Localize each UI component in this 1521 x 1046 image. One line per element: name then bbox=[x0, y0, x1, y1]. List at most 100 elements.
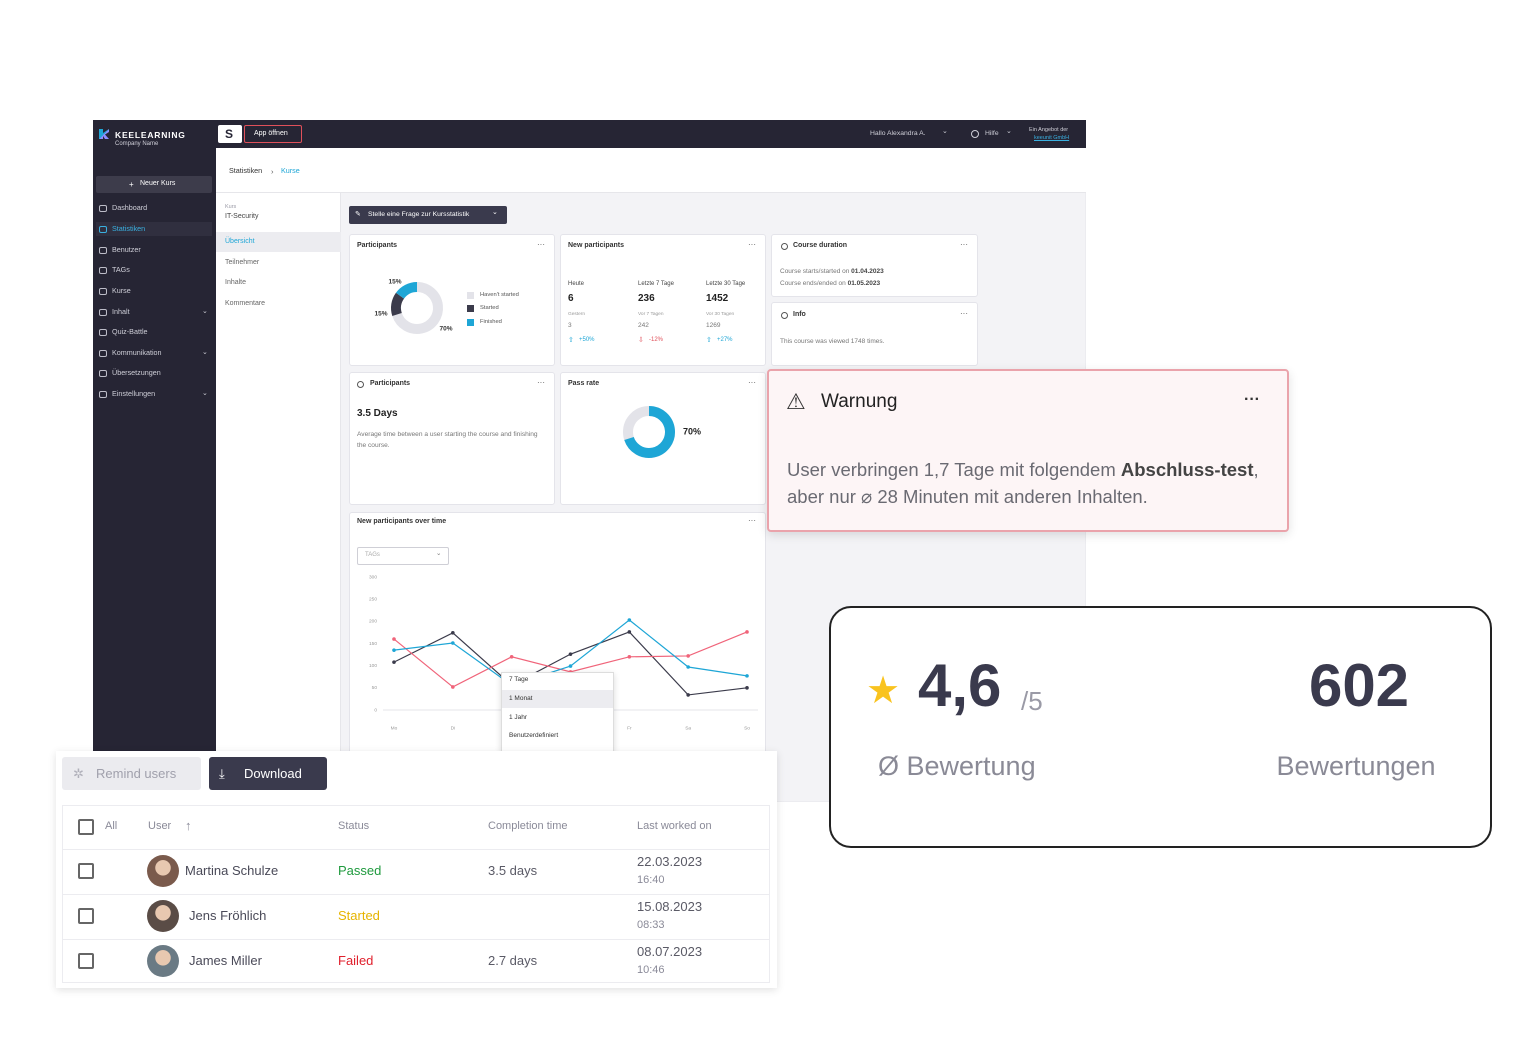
warning-icon: ⚠ bbox=[786, 388, 806, 414]
stat-value: 236 bbox=[638, 293, 655, 304]
user-name[interactable]: Martina Schulze bbox=[185, 863, 279, 879]
info-icon bbox=[781, 311, 788, 319]
warning-text-bold: Abschluss-test bbox=[1120, 459, 1254, 480]
nav-item[interactable]: TAGs bbox=[112, 264, 130, 274]
brand-name: KEELEARNING bbox=[115, 129, 186, 140]
course-label: Kurs bbox=[225, 203, 237, 210]
checkbox[interactable] bbox=[78, 953, 94, 969]
course-nav-item[interactable]: Inhalte bbox=[225, 279, 247, 287]
user-name[interactable]: Jens Fröhlich bbox=[189, 908, 267, 924]
stat-change-icon: ⇩ bbox=[638, 336, 644, 344]
nav-chevron: ⌄ bbox=[202, 389, 208, 397]
card bbox=[771, 234, 978, 297]
remind-button[interactable] bbox=[62, 757, 201, 790]
download-button[interactable] bbox=[209, 757, 327, 790]
plus-icon: + bbox=[129, 179, 134, 189]
offer-line1: Ein Angebot der bbox=[1029, 126, 1069, 133]
nav-item[interactable]: Kommunikation bbox=[112, 347, 162, 357]
card bbox=[560, 234, 766, 366]
table-header[interactable]: User bbox=[148, 820, 172, 833]
nav-item[interactable]: Quiz-Battle bbox=[112, 326, 148, 336]
app-open-button[interactable] bbox=[244, 125, 302, 143]
duration-line: Course starts/started on 01.04.2023 bbox=[780, 268, 884, 276]
breadcrumb-sep: › bbox=[271, 166, 274, 176]
card-menu[interactable]: ··· bbox=[748, 240, 756, 250]
card-menu[interactable]: ··· bbox=[537, 240, 545, 250]
user-name[interactable]: James Miller bbox=[189, 953, 262, 969]
legend-swatch bbox=[467, 318, 474, 326]
card-title: New participants over time bbox=[357, 517, 447, 525]
chart-filter-chevron: ⌄ bbox=[436, 550, 442, 558]
info-text: This course was viewed 1748 times. bbox=[780, 338, 885, 346]
checkbox[interactable] bbox=[78, 863, 94, 879]
offer-line2[interactable]: keeunit GmbH bbox=[1034, 134, 1070, 141]
new-course-label[interactable]: Neuer Kurs bbox=[140, 180, 176, 188]
nav-item[interactable]: Kurse bbox=[112, 285, 131, 295]
range-option[interactable]: Benutzerdefiniert bbox=[509, 732, 559, 740]
card bbox=[560, 372, 766, 505]
range-option[interactable]: 1 Monat bbox=[509, 694, 533, 702]
stat-label: Heute bbox=[568, 281, 585, 288]
avg-text: Average time between a user starting the… bbox=[357, 431, 538, 449]
card-menu[interactable]: ··· bbox=[960, 240, 968, 250]
card-menu[interactable]: ··· bbox=[537, 378, 545, 388]
remind-icon: ✲ bbox=[73, 765, 84, 781]
course-nav-item[interactable]: Teilnehmer bbox=[225, 258, 260, 266]
nav-item[interactable]: Benutzer bbox=[112, 244, 141, 254]
warning-menu[interactable]: ··· bbox=[1244, 391, 1260, 409]
ask-button[interactable] bbox=[349, 206, 507, 224]
checkbox[interactable] bbox=[78, 908, 94, 924]
breadcrumb-item[interactable]: Statistiken bbox=[229, 165, 263, 175]
nav-item[interactable]: Dashboard bbox=[112, 202, 148, 212]
greeting-chevron: ⌄ bbox=[942, 127, 948, 135]
card bbox=[349, 234, 555, 366]
nav-icon bbox=[99, 266, 107, 274]
course-nav-item[interactable]: Kommentare bbox=[225, 299, 266, 307]
stat-change: +50% bbox=[579, 337, 595, 344]
rating-value: 4,6 bbox=[918, 652, 1002, 719]
stat-label: Letzte 30 Tage bbox=[706, 281, 746, 288]
last-date: 08.07.2023 bbox=[637, 944, 703, 960]
nav-item[interactable]: Übersetzungen bbox=[112, 367, 161, 377]
card-menu[interactable]: ··· bbox=[748, 516, 756, 526]
course-nav-item[interactable]: Übersicht bbox=[225, 237, 255, 245]
duration-date: 01.04.2023 bbox=[851, 268, 884, 276]
new-course-button[interactable] bbox=[96, 176, 212, 193]
card-menu[interactable]: ··· bbox=[960, 309, 968, 319]
rating-label: Ø Bewertung bbox=[878, 750, 1036, 781]
checkbox[interactable] bbox=[78, 819, 94, 835]
nav-chevron: ⌄ bbox=[202, 307, 208, 315]
nav-icon bbox=[99, 225, 107, 233]
nav-icon bbox=[99, 369, 107, 377]
app-open-label[interactable]: App öffnen bbox=[254, 129, 288, 137]
range-option[interactable]: 1 Jahr bbox=[509, 713, 528, 721]
card-title: Pass rate bbox=[568, 379, 600, 387]
ask-label[interactable]: Stelle eine Frage zur Kursstatistik bbox=[368, 210, 470, 218]
chart-filter[interactable] bbox=[357, 547, 449, 565]
card-menu[interactable]: ··· bbox=[748, 378, 756, 388]
app-logo bbox=[218, 125, 242, 143]
download-label[interactable]: Download bbox=[244, 765, 302, 781]
warning-text-part: , aber nur ⌀ 28 Minuten mit anderen Inha… bbox=[787, 459, 1259, 507]
remind-label[interactable]: Remind users bbox=[96, 765, 177, 781]
breadcrumb-item[interactable]: Kurse bbox=[281, 165, 300, 175]
nav-icon bbox=[99, 308, 107, 316]
stat-value: 6 bbox=[568, 293, 574, 304]
last-time: 08:33 bbox=[637, 919, 665, 932]
stat-change-icon: ⇧ bbox=[568, 336, 574, 344]
avatar bbox=[147, 900, 179, 932]
nav-item[interactable]: Einstellungen bbox=[112, 388, 156, 398]
status: Passed bbox=[338, 863, 382, 879]
completion-time: 2.7 days bbox=[488, 953, 538, 969]
legend-swatch bbox=[467, 291, 474, 299]
duration-text: Course ends/ended on bbox=[780, 280, 848, 288]
rating-count-label: Bewertungen bbox=[1276, 750, 1436, 781]
help-chevron: ⌄ bbox=[1006, 127, 1012, 135]
nav-item[interactable]: Statistiken bbox=[112, 223, 146, 233]
row-separator bbox=[62, 849, 770, 850]
nav-item[interactable]: Inhalt bbox=[112, 306, 130, 316]
last-date: 22.03.2023 bbox=[637, 854, 703, 870]
range-option[interactable]: 7 Tage bbox=[509, 676, 529, 684]
help-label[interactable]: Hilfe bbox=[985, 129, 999, 137]
